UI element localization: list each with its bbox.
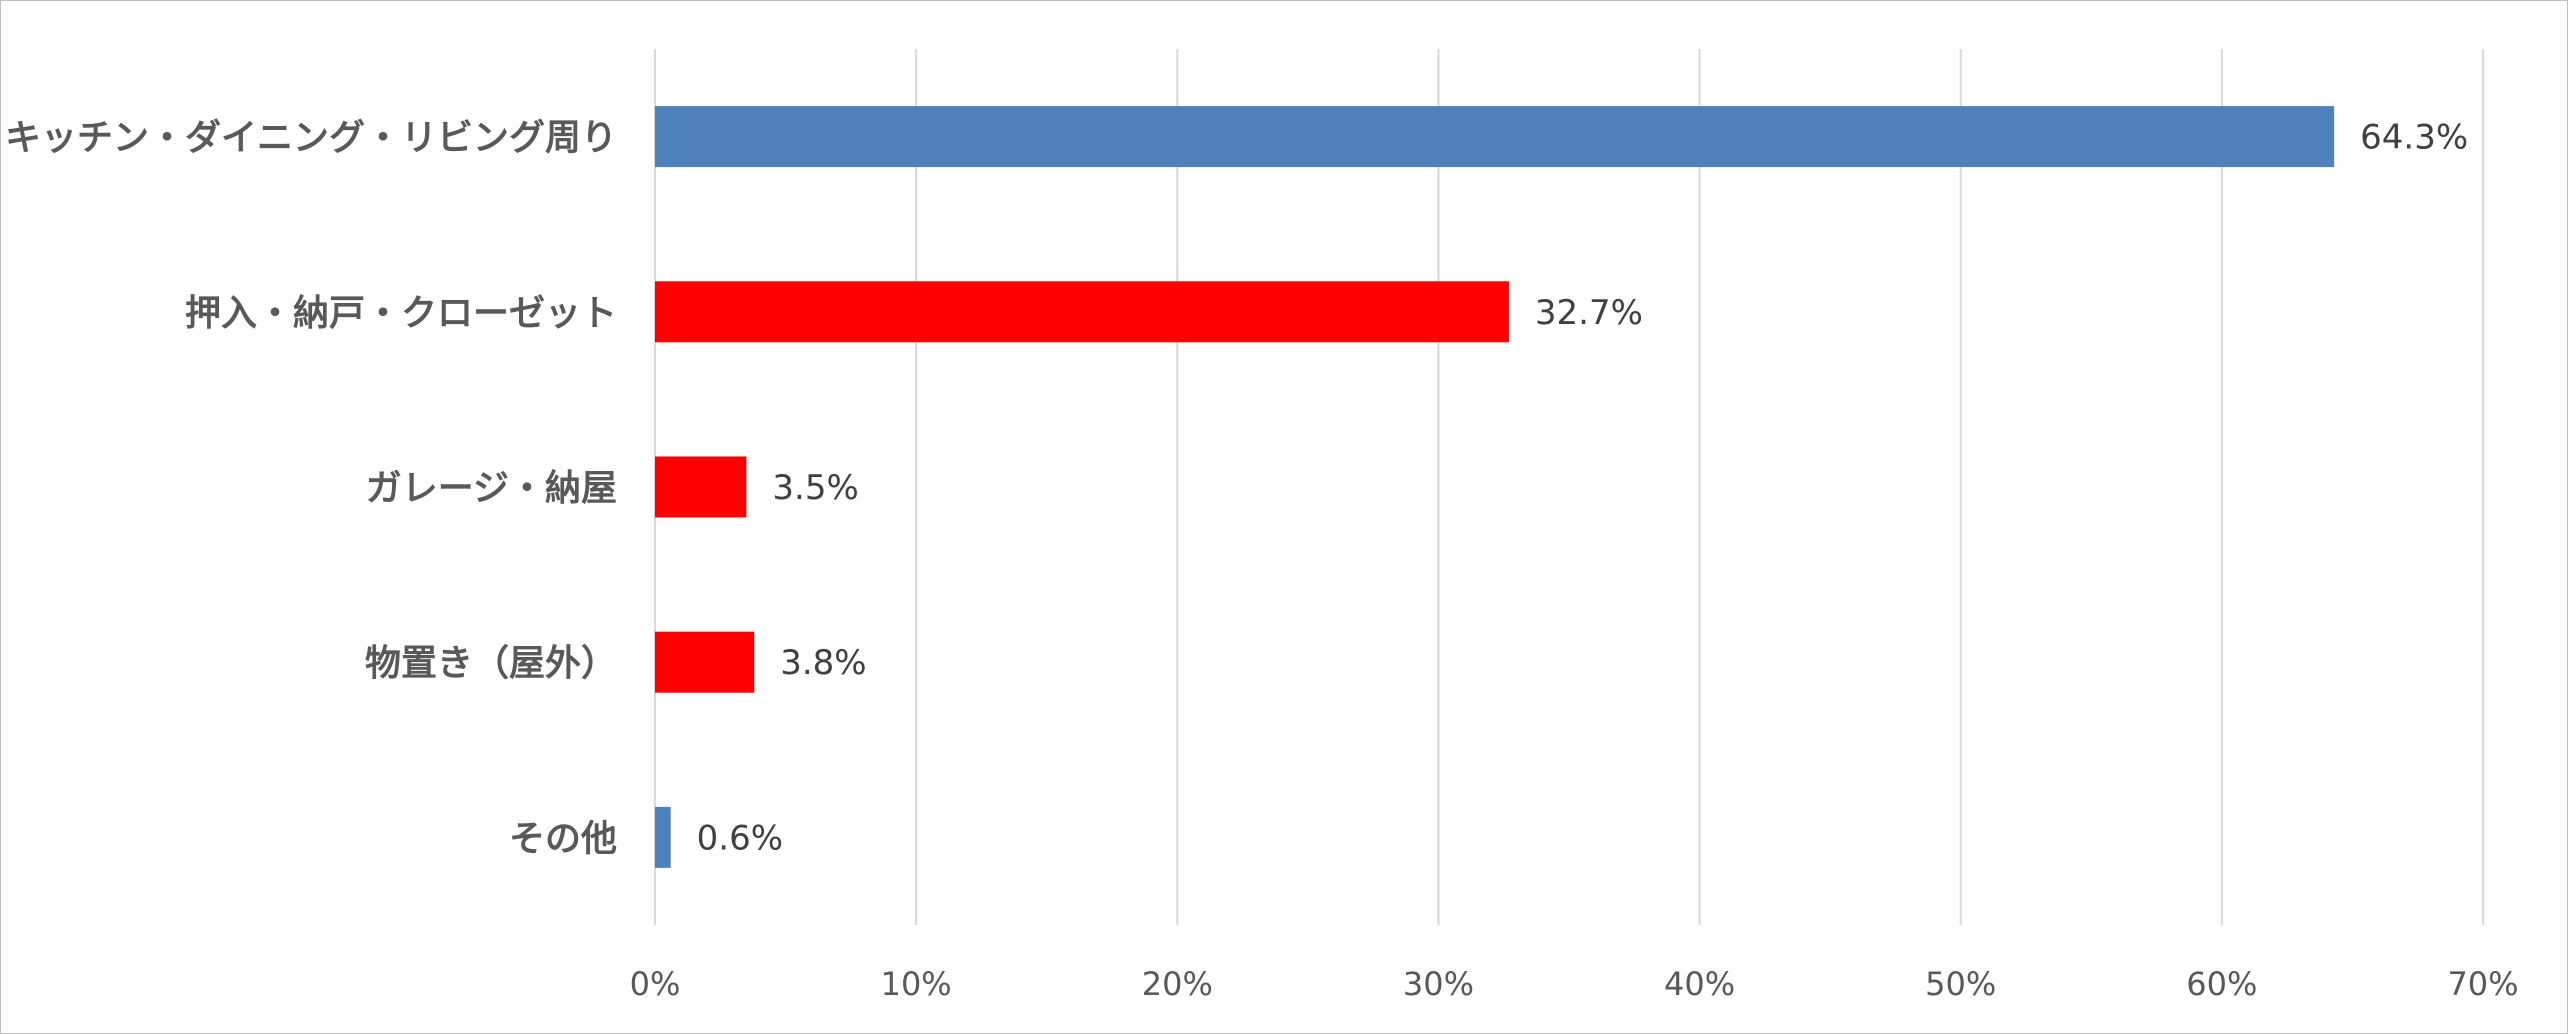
data-label: 3.8% [780,643,866,683]
x-tick-label: 30% [1403,965,1474,1003]
data-labels: 64.3% 32.7% 3.5% 3.8% 0.6% [697,118,2468,859]
category-label: その他 [509,818,617,859]
category-label: 押入・納戸・クローゼット [185,293,617,334]
bar [655,631,755,693]
bar [655,281,1509,343]
data-label: 0.6% [697,818,783,858]
x-tick-label: 20% [1142,965,1213,1003]
category-label: ガレージ・納屋 [366,468,617,509]
x-tick-label: 10% [881,965,952,1003]
category-labels: キッチン・ダイニング・リビング周り押入・納戸・クローゼットガレージ・納屋物置き（… [5,118,617,860]
x-tick-label: 0% [630,965,681,1003]
data-label: 32.7% [1535,293,1643,333]
category-label: 物置き（屋外） [365,643,617,684]
data-label: 3.5% [772,468,858,508]
x-tick-label: 60% [2186,965,2257,1003]
x-axis-tick-labels: 0% 10% 20% 30% 40% 50% 60% 70% [630,965,2519,1003]
category-label: キッチン・ダイニング・リビング周り [5,118,617,159]
x-tick-label: 70% [2447,965,2518,1003]
x-tick-label: 40% [1664,965,1735,1003]
bar [655,806,671,868]
bar [655,106,2335,168]
x-tick-label: 50% [1925,965,1996,1003]
data-label: 64.3% [2360,118,2468,158]
gridlines [654,49,2484,925]
bars [655,106,2335,868]
bar [655,456,747,518]
